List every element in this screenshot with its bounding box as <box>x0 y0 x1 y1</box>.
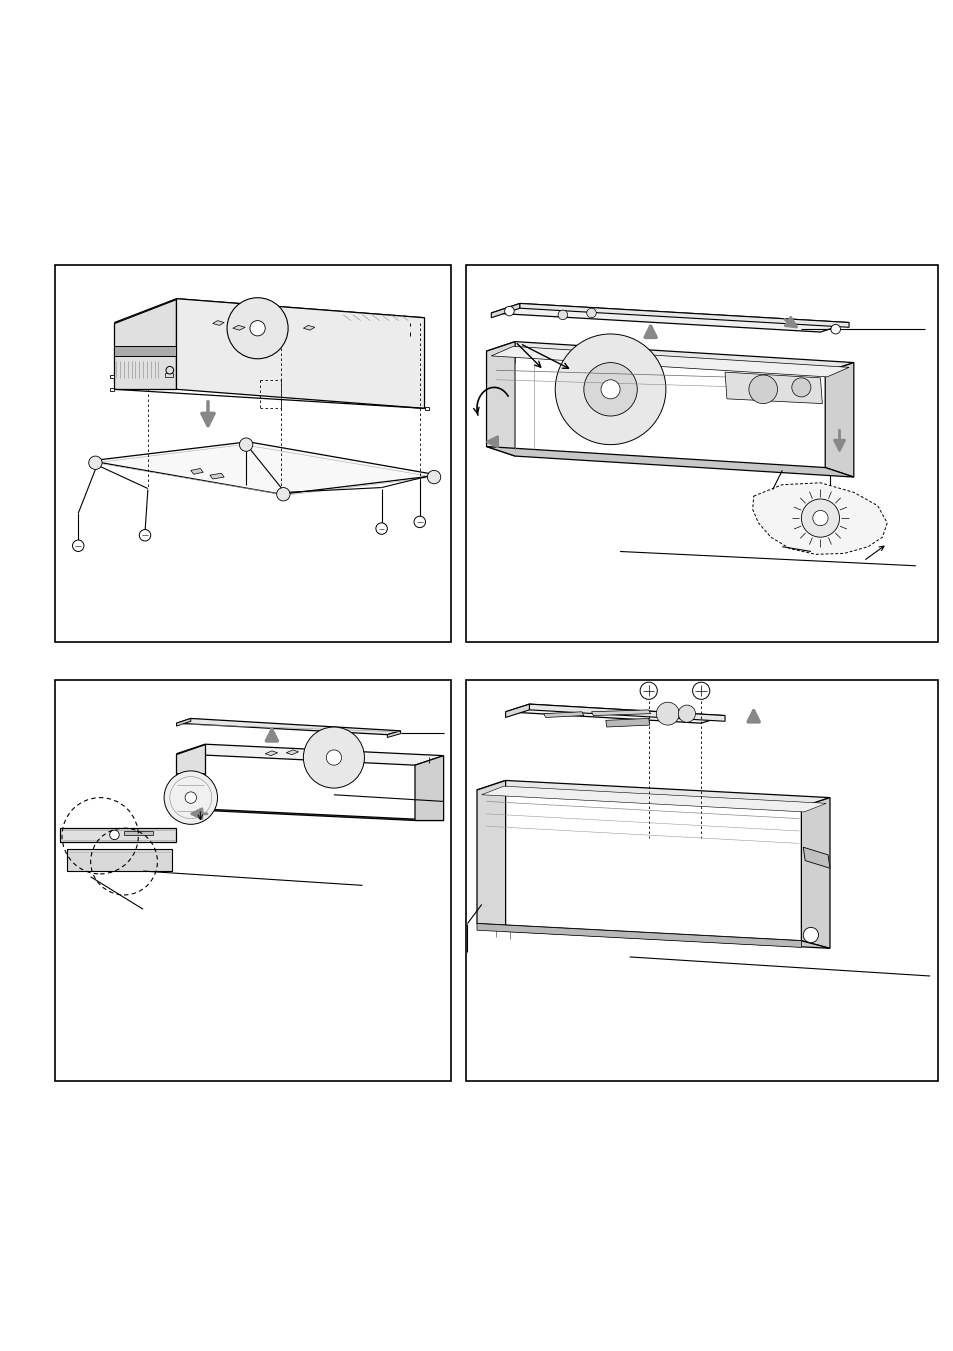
Circle shape <box>185 792 196 804</box>
Circle shape <box>830 324 840 334</box>
Polygon shape <box>233 326 245 330</box>
Polygon shape <box>486 342 515 457</box>
Polygon shape <box>724 372 821 404</box>
Polygon shape <box>591 709 650 716</box>
Polygon shape <box>176 782 205 819</box>
Polygon shape <box>424 408 429 411</box>
Circle shape <box>227 297 288 359</box>
Polygon shape <box>476 781 829 807</box>
Polygon shape <box>476 781 505 931</box>
Circle shape <box>89 457 102 469</box>
Polygon shape <box>124 831 152 835</box>
Polygon shape <box>491 304 848 332</box>
Polygon shape <box>752 482 886 554</box>
Bar <box>55 265 451 642</box>
Polygon shape <box>529 704 724 721</box>
Circle shape <box>504 307 514 316</box>
Polygon shape <box>191 469 203 474</box>
Circle shape <box>139 530 151 540</box>
Circle shape <box>791 378 810 397</box>
Circle shape <box>639 682 657 700</box>
Polygon shape <box>91 442 438 494</box>
Polygon shape <box>605 719 649 727</box>
Polygon shape <box>491 346 848 377</box>
Circle shape <box>812 511 827 526</box>
Circle shape <box>678 705 695 723</box>
Circle shape <box>72 540 84 551</box>
Circle shape <box>692 682 709 700</box>
Circle shape <box>801 499 839 538</box>
Polygon shape <box>67 850 172 871</box>
Circle shape <box>802 927 818 943</box>
Polygon shape <box>486 447 853 477</box>
Polygon shape <box>505 704 529 717</box>
Polygon shape <box>114 299 424 342</box>
Polygon shape <box>176 744 443 765</box>
Polygon shape <box>114 299 176 389</box>
Bar <box>55 681 451 1081</box>
Polygon shape <box>481 786 825 812</box>
Circle shape <box>586 308 596 317</box>
Polygon shape <box>265 751 277 755</box>
Polygon shape <box>213 320 224 326</box>
Polygon shape <box>176 744 205 809</box>
Polygon shape <box>286 750 298 755</box>
Polygon shape <box>110 376 114 378</box>
Polygon shape <box>802 847 829 869</box>
Polygon shape <box>210 473 224 480</box>
Polygon shape <box>505 704 724 723</box>
Polygon shape <box>387 731 400 738</box>
Polygon shape <box>176 299 424 408</box>
Circle shape <box>166 366 173 374</box>
Circle shape <box>427 470 440 484</box>
Polygon shape <box>491 304 519 317</box>
Polygon shape <box>486 342 853 372</box>
Polygon shape <box>476 924 829 948</box>
Circle shape <box>326 750 341 765</box>
Circle shape <box>164 771 217 824</box>
Circle shape <box>250 320 265 336</box>
Polygon shape <box>824 362 853 477</box>
Circle shape <box>110 830 119 839</box>
Bar <box>165 373 172 377</box>
Circle shape <box>555 334 665 444</box>
Polygon shape <box>114 346 176 355</box>
Circle shape <box>558 311 567 320</box>
Bar <box>465 681 937 1081</box>
Polygon shape <box>801 797 829 948</box>
Polygon shape <box>176 809 443 820</box>
Circle shape <box>239 438 253 451</box>
Circle shape <box>656 703 679 725</box>
Circle shape <box>276 488 290 501</box>
Polygon shape <box>543 712 583 717</box>
Polygon shape <box>519 304 848 327</box>
Polygon shape <box>176 719 400 735</box>
Polygon shape <box>176 773 205 781</box>
Circle shape <box>583 362 637 416</box>
Polygon shape <box>476 924 801 947</box>
Circle shape <box>600 380 619 399</box>
Circle shape <box>414 516 425 528</box>
Polygon shape <box>303 326 314 330</box>
Circle shape <box>375 523 387 534</box>
Polygon shape <box>415 755 443 820</box>
Circle shape <box>748 376 777 404</box>
Circle shape <box>303 727 364 788</box>
Polygon shape <box>176 719 191 725</box>
Polygon shape <box>110 388 114 392</box>
Polygon shape <box>60 828 176 843</box>
Bar <box>465 265 937 642</box>
